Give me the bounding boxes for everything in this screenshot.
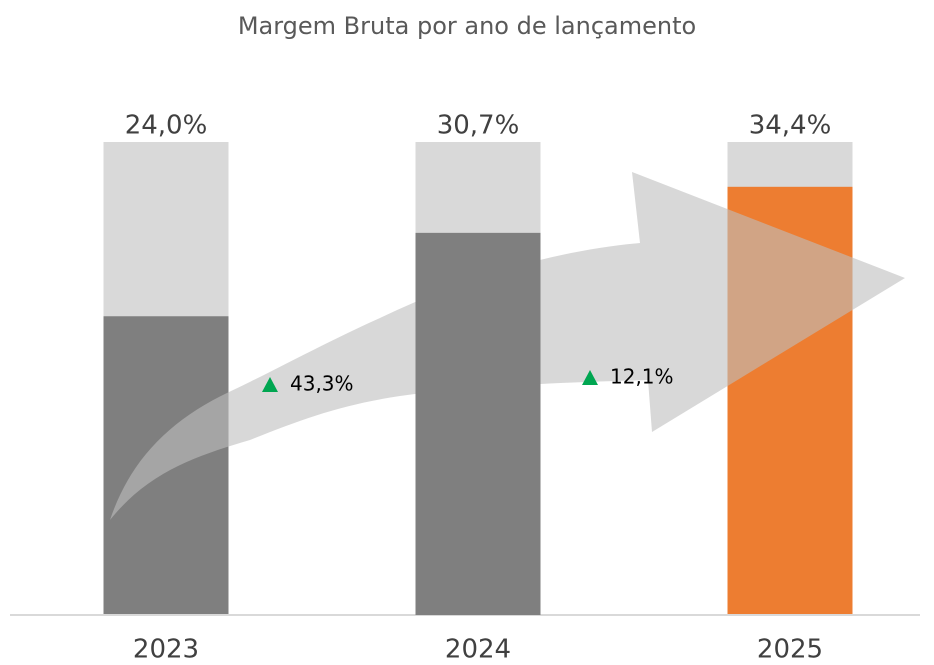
value-label: 30,7% [437,111,520,141]
bar [415,232,541,615]
up-triangle [582,370,598,385]
x-tick-label: 2024 [445,635,511,665]
growth-label: 12,1% [610,365,674,389]
chart-title: Margem Bruta por ano de lançamento [238,12,696,40]
value-label: 34,4% [749,111,832,141]
up-triangle [262,377,278,392]
x-tick-label: 2025 [757,635,823,665]
annotations: 43,3% 12,1% [262,365,674,396]
growth-label: 43,3% [290,372,354,396]
bars [103,142,853,615]
x-tick-label: 2023 [133,635,199,665]
value-label: 24,0% [125,111,208,141]
